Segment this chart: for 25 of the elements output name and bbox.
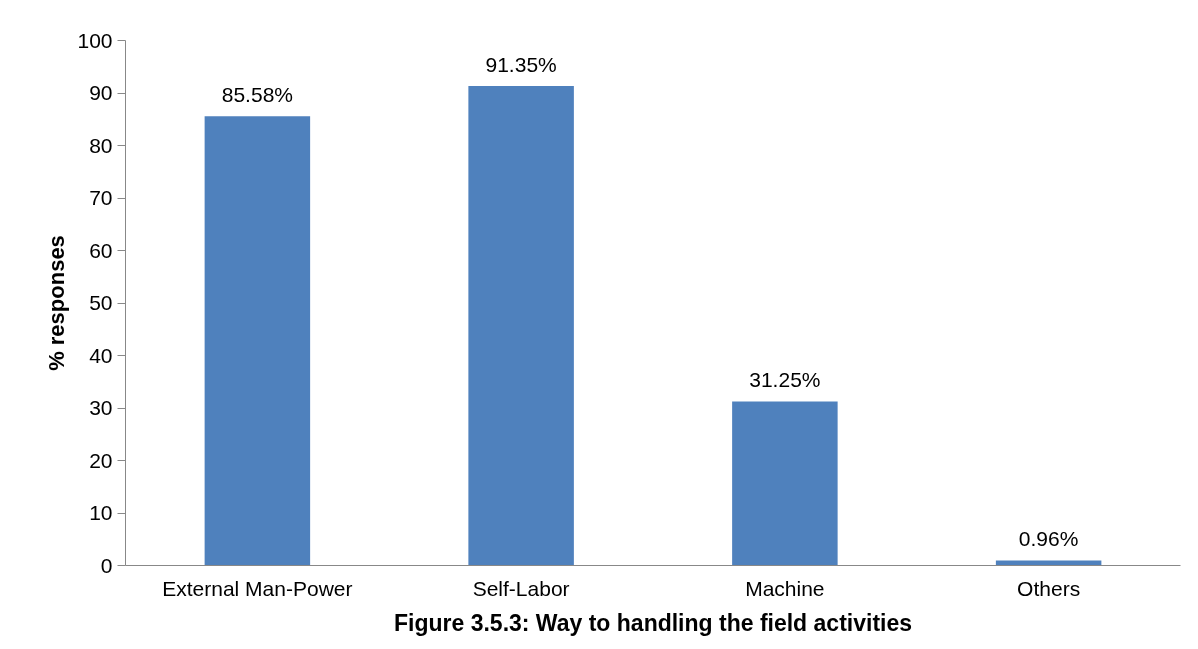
- data-label: 0.96%: [1018, 527, 1079, 551]
- y-tick-label: 30: [89, 396, 113, 419]
- y-tick-label: 10: [89, 501, 113, 524]
- y-tick-label: 20: [89, 448, 113, 472]
- data-label: 31.25%: [749, 368, 821, 392]
- y-tick-label: 80: [89, 133, 113, 157]
- y-tick-label: 70: [89, 186, 113, 209]
- bar: [995, 560, 1102, 566]
- y-tick-label: 40: [89, 343, 113, 367]
- y-tick-label: 60: [89, 238, 113, 262]
- text: Figure 3.5.3: Way to handling the field activities: [393, 609, 913, 636]
- bar: [732, 401, 838, 566]
- x-tick-label: Machine: [745, 576, 825, 600]
- y-axis-title: % responses: [44, 235, 70, 371]
- y-tick-label: 50: [89, 291, 113, 314]
- x-tick-label: External Man-Power: [162, 576, 353, 600]
- bar: [204, 116, 311, 566]
- bar: [468, 85, 574, 566]
- data-label: 85.58%: [221, 83, 293, 107]
- y-tick-label: 90: [89, 81, 113, 104]
- x-tick-label: Self-Labor: [472, 576, 570, 600]
- y-tick-label: 100: [77, 28, 113, 52]
- data-label: 91.35%: [485, 52, 557, 76]
- x-tick-label: Others: [1017, 576, 1081, 600]
- y-tick-label: 0: [100, 553, 113, 577]
